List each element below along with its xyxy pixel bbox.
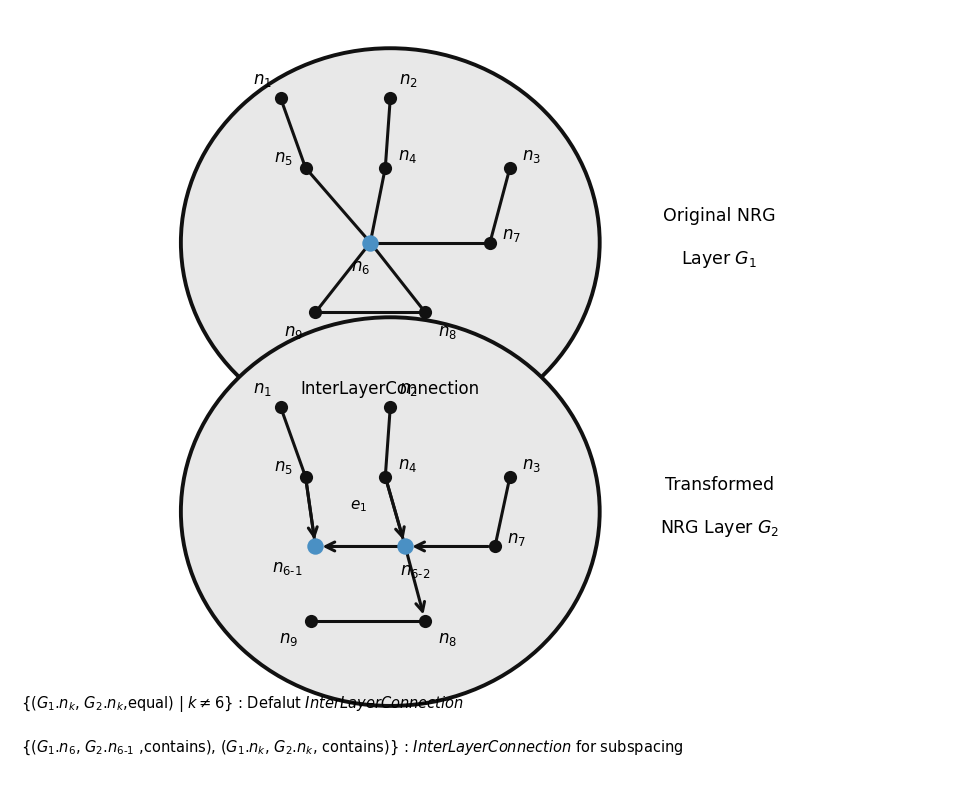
Point: [397, 540, 413, 553]
Point: [418, 614, 433, 627]
Text: {($G_1$.$n_6$, $G_2$.$n_{6\text{-}1}$ ,contains), ($G_1$.$n_k$, $G_2$.$n_k$, con: {($G_1$.$n_6$, $G_2$.$n_{6\text{-}1}$ ,c…: [20, 739, 683, 757]
Text: Transformed: Transformed: [665, 476, 774, 493]
Text: $n_4$: $n_4$: [397, 147, 417, 165]
Text: Layer $G_1$: Layer $G_1$: [681, 249, 757, 270]
Point: [272, 92, 288, 104]
Point: [378, 162, 393, 175]
Text: {($G_1$.$n_k$, $G_2$.$n_k$,equal) | $k\neq6$} : Defalut $\mathit{InterLayerConne: {($G_1$.$n_k$, $G_2$.$n_k$,equal) | $k\n…: [20, 694, 464, 714]
Text: $n_3$: $n_3$: [522, 147, 542, 165]
Point: [303, 614, 318, 627]
Text: InterLayerConnection: InterLayerConnection: [301, 380, 480, 398]
Point: [383, 92, 398, 104]
Text: $n_8$: $n_8$: [437, 630, 457, 648]
Text: $n_{6\text{-}1}$: $n_{6\text{-}1}$: [272, 559, 303, 577]
Text: $n_5$: $n_5$: [274, 149, 293, 167]
Text: $n_7$: $n_7$: [503, 226, 521, 244]
Point: [502, 162, 517, 175]
Text: $n_5$: $n_5$: [274, 457, 293, 476]
Text: $n_7$: $n_7$: [508, 529, 526, 548]
Text: $n_9$: $n_9$: [284, 324, 304, 341]
Text: $n_9$: $n_9$: [279, 630, 298, 648]
Text: $n_3$: $n_3$: [522, 456, 542, 473]
Ellipse shape: [181, 317, 599, 706]
Text: $n_2$: $n_2$: [399, 380, 418, 398]
Point: [487, 540, 503, 553]
Point: [378, 470, 393, 483]
Point: [298, 470, 313, 483]
Point: [272, 401, 288, 414]
Text: $n_2$: $n_2$: [399, 71, 418, 89]
Point: [362, 236, 378, 249]
Point: [482, 236, 498, 249]
Text: Original NRG: Original NRG: [663, 206, 776, 225]
Text: $e_1$: $e_1$: [349, 499, 367, 515]
Point: [502, 470, 517, 483]
Text: $n_1$: $n_1$: [253, 380, 272, 398]
Point: [307, 306, 323, 319]
Point: [307, 540, 323, 553]
Text: $n_8$: $n_8$: [437, 324, 457, 341]
Text: NRG Layer $G_2$: NRG Layer $G_2$: [660, 518, 779, 539]
Point: [298, 162, 313, 175]
Text: $n_1$: $n_1$: [253, 71, 272, 89]
Point: [418, 306, 433, 319]
Text: $n_6$: $n_6$: [350, 258, 370, 277]
Text: $n_{6\text{-}2}$: $n_{6\text{-}2}$: [400, 563, 430, 580]
Text: $n_4$: $n_4$: [397, 456, 417, 473]
Ellipse shape: [181, 49, 599, 437]
Point: [383, 401, 398, 414]
